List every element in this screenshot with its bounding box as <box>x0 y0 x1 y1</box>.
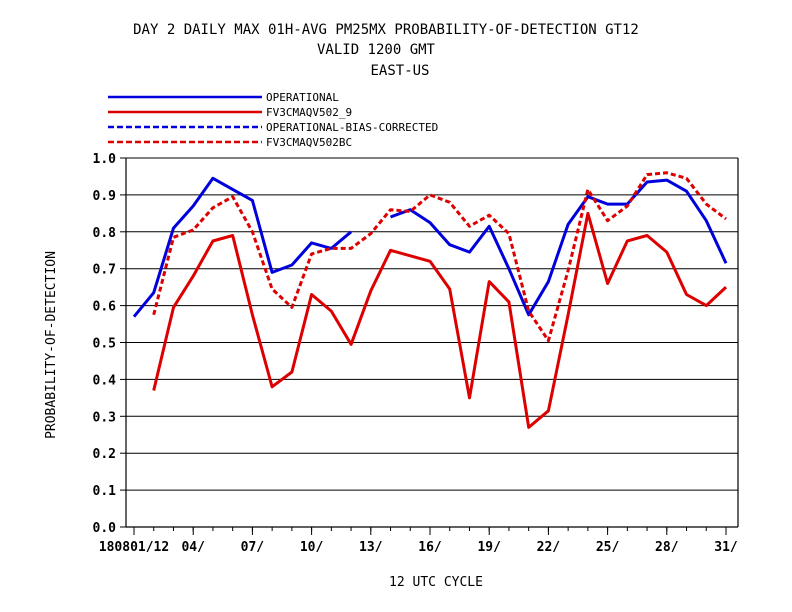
series-line <box>389 178 728 317</box>
y-tick-label: 0.4 <box>93 373 117 388</box>
y-tick-label: 1.0 <box>93 152 117 167</box>
x-tick-label: 07/ <box>241 540 265 555</box>
chart-title: DAY 2 DAILY MAX 01H-AVG PM25MX PROBABILI… <box>133 22 639 79</box>
x-tick-label: 25/ <box>596 540 620 555</box>
x-tick-label: 22/ <box>537 540 561 555</box>
x-tick-label: 19/ <box>477 540 501 555</box>
x-tick-label: 28/ <box>655 540 679 555</box>
axes: 0.0 0.1 0.2 0.3 0.4 0.5 0.6 0.7 0.8 0.9 1.0 180801/… <box>93 152 739 555</box>
series-line <box>152 211 728 429</box>
y-tick-label: 0.0 <box>93 521 117 536</box>
title-line: EAST-US <box>370 63 429 79</box>
y-tick-label: 0.1 <box>93 484 117 499</box>
x-tick-label: 10/ <box>300 540 324 555</box>
y-axis-label: PROBABILITY-OF-DETECTION <box>44 251 59 439</box>
y-tick-label: 0.3 <box>93 410 116 425</box>
x-tick-label: 13/ <box>359 540 383 555</box>
x-tick-label: 04/ <box>181 540 205 555</box>
y-tick-label: 0.5 <box>93 337 116 352</box>
legend-label: OPERATIONAL-BIAS-CORRECTED <box>266 121 438 134</box>
legend: OPERATIONAL FV3CMAQV502_9 OPERATIONAL-BIAS… <box>108 91 438 149</box>
x-axis-label: 12 UTC CYCLE <box>389 575 483 590</box>
x-tick-label: 16/ <box>418 540 442 555</box>
series-lines <box>132 171 728 429</box>
x-tick-label: 180801/12 <box>99 540 169 555</box>
legend-label: OPERATIONAL <box>266 91 339 104</box>
y-tick-label: 0.6 <box>93 300 117 315</box>
title-line: DAY 2 DAILY MAX 01H-AVG PM25MX PROBABILI… <box>133 22 639 38</box>
series-line <box>132 176 353 318</box>
title-line: VALID 1200 GMT <box>317 42 436 58</box>
y-tick-label: 0.7 <box>93 263 116 278</box>
series-line <box>152 171 727 343</box>
legend-label: FV3CMAQV502_9 <box>266 106 352 119</box>
grid <box>126 157 738 528</box>
y-tick-label: 0.2 <box>93 447 116 462</box>
legend-label: FV3CMAQV502BC <box>266 136 352 149</box>
y-tick-label: 0.8 <box>93 226 117 241</box>
x-tick-label: 31/ <box>714 540 738 555</box>
y-tick-label: 0.9 <box>93 189 116 204</box>
